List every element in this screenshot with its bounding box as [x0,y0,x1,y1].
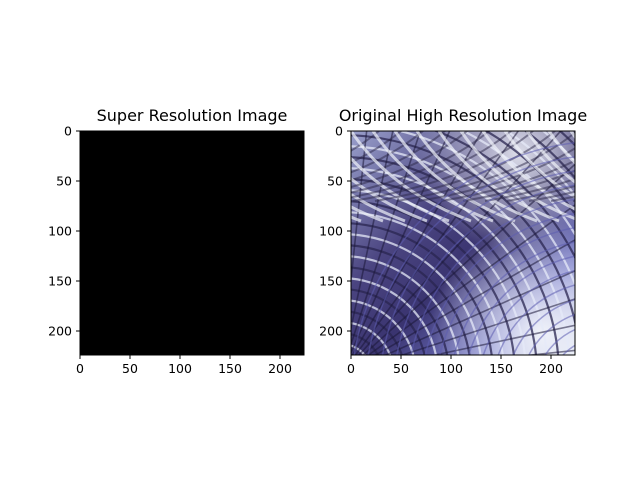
subplot-original-high-resolution: Original High Resolution Image 0 50 100 150… [319,106,587,377]
x-tick-label: 50 [393,361,409,376]
axis-ticks: 0 50 100 150 200 0 50 100 150 200 [319,124,563,377]
x-tick-label: 0 [76,361,84,376]
y-tick-label: 0 [64,124,72,139]
subplot-title: Super Resolution Image [97,106,288,125]
original-high-resolution-image [351,131,575,355]
x-tick-label: 150 [218,361,242,376]
x-tick-label: 100 [439,361,463,376]
x-tick-label: 200 [539,361,563,376]
subplot-title: Original High Resolution Image [339,106,587,125]
x-tick-label: 50 [122,361,138,376]
y-tick-label: 200 [48,324,72,339]
y-tick-label: 100 [319,224,343,239]
axis-ticks: 0 50 100 150 200 0 50 100 150 200 [48,124,292,377]
super-resolution-image [80,131,304,355]
y-tick-label: 50 [56,174,72,189]
y-tick-label: 150 [319,274,343,289]
x-tick-label: 150 [489,361,513,376]
x-tick-label: 100 [168,361,192,376]
y-tick-label: 200 [319,324,343,339]
axes-frame [79,130,305,356]
subplot-super-resolution: Super Resolution Image 0 50 100 150 200 0 50 10… [48,106,305,377]
y-tick-label: 100 [48,224,72,239]
x-tick-label: 200 [268,361,292,376]
y-tick-label: 0 [335,124,343,139]
x-tick-label: 0 [347,361,355,376]
y-tick-label: 50 [327,174,343,189]
axes-frame [350,130,576,356]
y-tick-label: 150 [48,274,72,289]
